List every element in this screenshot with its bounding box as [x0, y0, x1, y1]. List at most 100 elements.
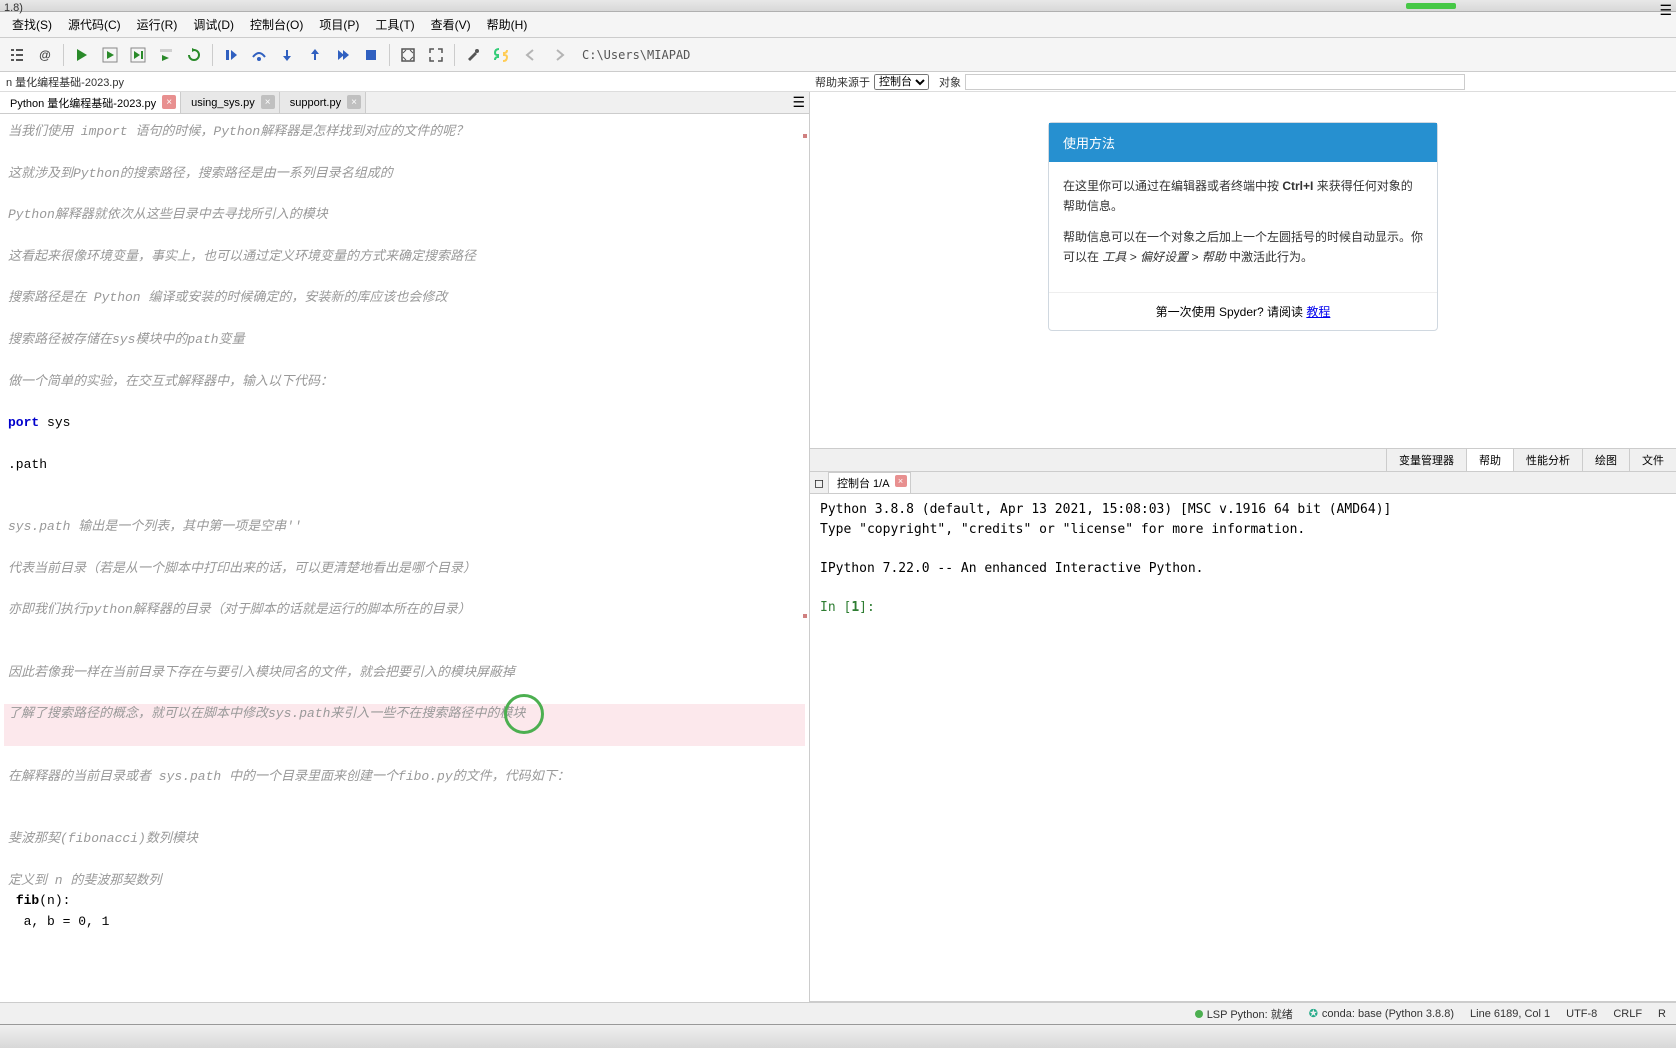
editor-tabs: Python 量化编程基础-2023.py × using_sys.py × s… — [0, 92, 809, 114]
toolbar: @ C:\Users\MIAPAD — [0, 38, 1676, 72]
fullscreen-icon[interactable] — [423, 42, 449, 68]
help-card: 使用方法 在这里你可以通过在编辑器或者终端中按 Ctrl+I 来获得任何对象的帮… — [1048, 122, 1438, 331]
outline-icon[interactable] — [4, 42, 30, 68]
menu-source[interactable]: 源代码(C) — [60, 14, 129, 35]
pythonpath-icon[interactable] — [488, 42, 514, 68]
code-line: port sys — [4, 413, 805, 434]
right-panel: 使用方法 在这里你可以通过在编辑器或者终端中按 Ctrl+I 来获得任何对象的帮… — [810, 92, 1676, 1024]
taskbar[interactable] — [0, 1024, 1676, 1048]
debug-step-out-icon[interactable] — [302, 42, 328, 68]
editor-tab-main[interactable]: Python 量化编程基础-2023.py × — [0, 92, 181, 113]
debug-step-in-icon[interactable] — [274, 42, 300, 68]
forward-icon[interactable] — [546, 42, 572, 68]
titlebar-text: 1.8) — [0, 2, 23, 14]
menu-console[interactable]: 控制台(O) — [242, 14, 311, 35]
working-dir-path: C:\Users\MIAPAD — [582, 48, 690, 62]
code-line: a, b = 0, 1 — [4, 912, 805, 933]
help-body: 使用方法 在这里你可以通过在编辑器或者终端中按 Ctrl+I 来获得任何对象的帮… — [810, 92, 1676, 448]
menu-run[interactable]: 运行(R) — [129, 14, 186, 35]
console-tab-label: 控制台 1/A — [837, 478, 890, 490]
led-icon — [1195, 1010, 1203, 1018]
rerun-icon[interactable] — [181, 42, 207, 68]
menu-help[interactable]: 帮助(H) — [479, 14, 536, 35]
back-icon[interactable] — [518, 42, 544, 68]
console-body[interactable]: Python 3.8.8 (default, Apr 13 2021, 15:0… — [810, 494, 1676, 1001]
code-line — [4, 538, 805, 559]
editor-tab-using-sys[interactable]: using_sys.py × — [181, 92, 280, 113]
help-source-label: 帮助来源于 — [815, 74, 870, 90]
tab-help[interactable]: 帮助 — [1466, 449, 1513, 471]
breadcrumb-bar: n 量化编程基础-2023.py 帮助来源于 控制台 对象 — [0, 72, 1676, 92]
code-line: 斐波那契(fibonacci)数列模块 — [4, 829, 805, 850]
run-cell-icon[interactable] — [97, 42, 123, 68]
code-line — [4, 808, 805, 829]
code-line — [4, 351, 805, 372]
code-line — [4, 184, 805, 205]
run-icon[interactable] — [69, 42, 95, 68]
menu-view[interactable]: 查看(V) — [423, 14, 479, 35]
code-line — [4, 725, 805, 746]
code-line — [4, 580, 805, 601]
code-line: 搜索路径被存储在sys模块中的path变量 — [4, 330, 805, 351]
code-line: 搜索路径是在 Python 编译或安装的时候确定的，安装新的库应该也会修改 — [4, 288, 805, 309]
help-p2: 帮助信息可以在一个对象之后加上一个左圆括号的时候自动显示。你可以在 工具 > 偏… — [1063, 227, 1423, 268]
help-card-footer: 第一次使用 Spyder? 请阅读 教程 — [1049, 292, 1437, 330]
tab-profiler[interactable]: 性能分析 — [1513, 449, 1582, 471]
help-source-select[interactable]: 控制台 — [874, 74, 929, 90]
object-input[interactable] — [965, 74, 1465, 90]
debug-step-over-icon[interactable] — [246, 42, 272, 68]
console-tab[interactable]: 控制台 1/A × — [828, 472, 911, 494]
editor-body[interactable]: 当我们使用 import 语句的时候，Python解释器是怎样找到对应的文件的呢… — [0, 114, 809, 1024]
progress-indicator — [1406, 3, 1456, 9]
status-conda[interactable]: ✪conda: base (Python 3.8.8) — [1309, 1007, 1454, 1020]
code-line: 这看起来很像环境变量，事实上，也可以通过定义环境变量的方式来确定搜索路径 — [4, 247, 805, 268]
code-line: 了解了搜索路径的概念，就可以在脚本中修改sys.path来引入一些不在搜索路径中… — [4, 704, 805, 725]
code-line: 定义到 n 的斐波那契数列 — [4, 871, 805, 892]
code-line: 做一个简单的实验，在交互式解释器中，输入以下代码： — [4, 372, 805, 393]
tab-files[interactable]: 文件 — [1629, 449, 1676, 471]
debug-step-icon[interactable] — [218, 42, 244, 68]
close-icon[interactable]: × — [162, 95, 176, 109]
object-label: 对象 — [939, 74, 961, 90]
preferences-icon[interactable] — [460, 42, 486, 68]
menubar: 查找(S) 源代码(C) 运行(R) 调试(D) 控制台(O) 项目(P) 工具… — [0, 12, 1676, 38]
code-line — [4, 434, 805, 455]
code-line — [4, 309, 805, 330]
console-banner-line: Type "copyright", "credits" or "license"… — [820, 520, 1666, 540]
menu-tools[interactable]: 工具(T) — [367, 14, 422, 35]
code-line — [4, 143, 805, 164]
close-icon[interactable]: × — [347, 95, 361, 109]
menu-project[interactable]: 项目(P) — [311, 14, 367, 35]
debug-continue-icon[interactable] — [330, 42, 356, 68]
console-options-icon[interactable]: ☰ — [1659, 2, 1672, 19]
code-line: fib(n): — [4, 891, 805, 912]
tutorial-link[interactable]: 教程 — [1306, 305, 1330, 319]
code-line — [4, 746, 805, 767]
tab-plots[interactable]: 绘图 — [1582, 449, 1629, 471]
run-selection-icon[interactable] — [153, 42, 179, 68]
console-browse-icon[interactable]: ◻ — [814, 476, 824, 490]
code-line — [4, 268, 805, 289]
status-line-col: Line 6189, Col 1 — [1470, 1008, 1550, 1020]
status-mode: R — [1658, 1008, 1666, 1020]
editor-tab-support[interactable]: support.py × — [280, 92, 366, 113]
close-icon[interactable]: × — [261, 95, 275, 109]
editor-tab-label: Python 量化编程基础-2023.py — [10, 95, 156, 111]
code-line: 当我们使用 import 语句的时候，Python解释器是怎样找到对应的文件的呢… — [4, 122, 805, 143]
code-line — [4, 850, 805, 871]
code-line — [4, 476, 805, 497]
debug-stop-icon[interactable] — [358, 42, 384, 68]
console-banner-line: Python 3.8.8 (default, Apr 13 2021, 15:0… — [820, 500, 1666, 520]
close-icon[interactable]: × — [895, 475, 907, 487]
code-line: 亦即我们执行python解释器的目录（对于脚本的话就是运行的脚本所在的目录） — [4, 600, 805, 621]
console-prompt[interactable]: In [1]: — [820, 598, 1666, 618]
menu-debug[interactable]: 调试(D) — [185, 14, 242, 35]
tab-variables[interactable]: 变量管理器 — [1386, 449, 1466, 471]
maximize-icon[interactable] — [395, 42, 421, 68]
tab-options-icon[interactable]: ☰ — [792, 94, 805, 111]
menu-search[interactable]: 查找(S) — [4, 14, 60, 35]
at-icon[interactable]: @ — [32, 42, 58, 68]
titlebar: 1.8) — [0, 0, 1676, 12]
code-line — [4, 621, 805, 642]
run-cell-advance-icon[interactable] — [125, 42, 151, 68]
